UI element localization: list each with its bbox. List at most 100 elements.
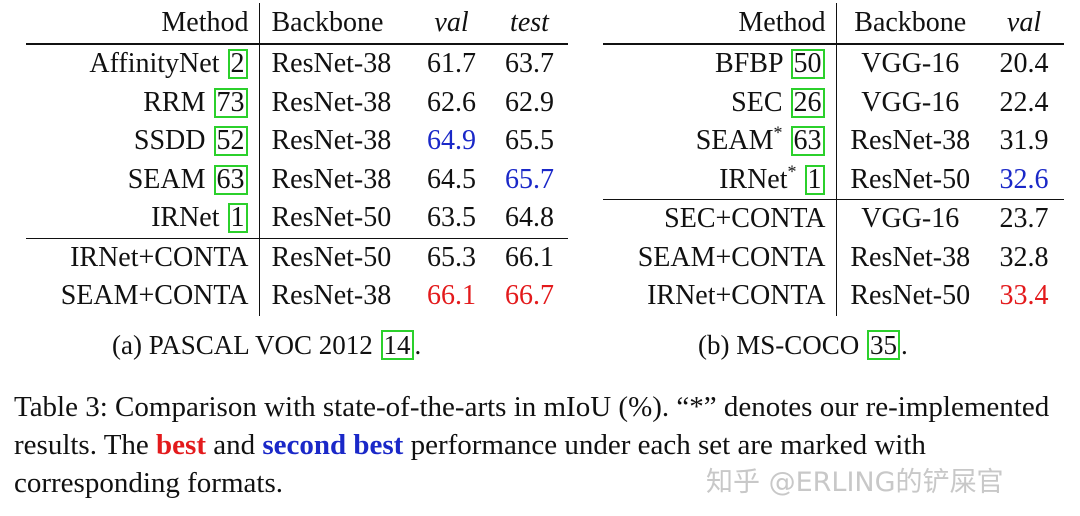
header-backbone: Backbone <box>258 3 412 45</box>
val-cell: 64.9 <box>427 125 476 157</box>
header-method: Method <box>26 3 259 45</box>
subcaption-b-text: (b) MS-COCO <box>698 330 867 360</box>
method-cell: SEAM* 63 <box>603 122 836 161</box>
table-row: SSDD 52 ResNet-38 64.9 65.5 <box>26 122 568 161</box>
method-cell: RRM 73 <box>26 84 259 123</box>
backbone-cell: ResNet-50 <box>258 199 412 238</box>
backbone-cell: ResNet-38 <box>258 160 412 199</box>
header-val: val <box>984 3 1064 45</box>
method-name: IRNet+CONTA <box>647 280 826 312</box>
backbone-cell: VGG-16 <box>835 199 984 239</box>
subcaption-b: (b) MS-COCO 35. <box>698 330 908 361</box>
header-backbone: Backbone <box>835 3 984 45</box>
table-ms-coco-body: BFBP 50 VGG-16 20.4 SEC 26 VGG-16 22.4 SEAM* 6… <box>603 44 1064 316</box>
method-cell: IRNet+CONTA <box>26 237 259 277</box>
val-cell: 33.4 <box>999 280 1049 312</box>
citation-link[interactable]: 14 <box>380 330 414 360</box>
subcaption-a-period: . <box>414 330 422 360</box>
table-row: BFBP 50 VGG-16 20.4 <box>603 44 1064 84</box>
val-cell: 63.5 <box>427 202 476 234</box>
test-cell: 66.7 <box>505 280 554 312</box>
method-cell: SEAM+CONTA <box>603 239 836 278</box>
method-name: SEAM <box>127 163 206 195</box>
subcaption-b-period: . <box>901 330 908 360</box>
method-name: IRNet <box>151 202 220 234</box>
citation-link[interactable]: 52 <box>213 126 248 157</box>
method-cell: IRNet* 1 <box>603 161 836 200</box>
backbone-cell: ResNet-50 <box>258 237 412 277</box>
citation-link[interactable]: 1 <box>227 203 248 234</box>
method-cell: IRNet 1 <box>26 199 259 238</box>
method-name: IRNet+CONTA <box>70 241 249 273</box>
val-cell: 65.3 <box>412 237 491 277</box>
test-cell: 64.8 <box>505 202 554 234</box>
backbone-cell: ResNet-38 <box>258 44 412 84</box>
val-cell: 32.8 <box>999 241 1049 273</box>
citation-link[interactable]: 63 <box>790 126 825 157</box>
table-pascal-voc-body: AffinityNet 2 ResNet-38 61.7 63.7 RRM 73 ResN… <box>26 44 568 316</box>
method-cell: SEAM+CONTA <box>26 277 259 316</box>
backbone-cell: VGG-16 <box>835 44 984 84</box>
backbone-cell: ResNet-38 <box>835 122 984 161</box>
table-row: IRNet+CONTA ResNet-50 33.4 <box>603 277 1064 316</box>
citation-link[interactable]: 63 <box>213 164 248 195</box>
val-cell: 64.5 <box>427 163 476 195</box>
watermark: 知乎 @ERLING的铲屎官 <box>706 467 1004 498</box>
citation-link[interactable]: 35 <box>867 330 901 360</box>
method-cell: SSDD 52 <box>26 122 259 161</box>
subcaption-a-text: (a) PASCAL VOC 2012 <box>112 330 380 360</box>
citation-link[interactable]: 73 <box>213 87 248 118</box>
header-val: val <box>412 3 491 45</box>
val-cell: 23.7 <box>984 199 1064 239</box>
backbone-cell: ResNet-38 <box>258 277 412 316</box>
table-row: IRNet* 1 ResNet-50 32.6 <box>603 160 1064 200</box>
backbone-cell: VGG-16 <box>835 83 984 122</box>
table-row: IRNet+CONTA ResNet-50 65.3 66.1 <box>26 237 568 277</box>
table-row: SEAM+CONTA ResNet-38 32.8 <box>603 238 1064 278</box>
citation-link[interactable]: 2 <box>227 49 248 80</box>
reimplemented-marker: * <box>773 122 783 143</box>
test-cell: 65.5 <box>505 125 554 157</box>
table-row: SEC+CONTA VGG-16 23.7 <box>603 199 1064 239</box>
backbone-cell: ResNet-38 <box>258 83 412 122</box>
table-row: SEC 26 VGG-16 22.4 <box>603 83 1064 123</box>
method-name: AffinityNet <box>89 48 220 80</box>
val-cell: 31.9 <box>999 125 1049 157</box>
citation-link[interactable]: 26 <box>790 87 825 118</box>
backbone-cell: ResNet-50 <box>835 160 984 200</box>
val-cell: 66.1 <box>427 280 476 312</box>
val-cell: 62.6 <box>427 86 476 118</box>
backbone-cell: ResNet-38 <box>258 122 412 161</box>
method-name: BFBP <box>715 48 783 80</box>
caption-text-end: performance under each set are marked wi… <box>14 429 926 499</box>
table-row: SEAM 63 ResNet-38 64.5 65.7 <box>26 160 568 199</box>
method-name: SEAM+CONTA <box>60 280 249 312</box>
caption-and: and <box>205 429 263 461</box>
table-row: SEAM+CONTA ResNet-38 66.1 66.7 <box>26 277 568 316</box>
caption-best: best <box>156 429 206 461</box>
table-row: AffinityNet 2 ResNet-38 61.7 63.7 <box>26 44 568 84</box>
method-name: SEAM+CONTA <box>637 241 826 273</box>
citation-link[interactable]: 1 <box>804 164 825 195</box>
method-cell: IRNet+CONTA <box>603 277 836 316</box>
subcaption-a: (a) PASCAL VOC 2012 14. <box>112 330 421 361</box>
test-cell: 66.1 <box>491 237 568 277</box>
citation-link[interactable]: 50 <box>790 49 825 80</box>
backbone-cell: ResNet-38 <box>835 238 984 277</box>
val-cell: 32.6 <box>999 163 1049 195</box>
table-row: SEAM* 63 ResNet-38 31.9 <box>603 122 1064 161</box>
header-method: Method <box>603 3 836 45</box>
header-test: test <box>491 3 568 45</box>
method-name: SSDD <box>133 125 206 157</box>
test-cell: 63.7 <box>505 48 554 80</box>
method-name: IRNet <box>719 163 788 195</box>
reimplemented-marker: * <box>787 161 797 182</box>
table-row: IRNet 1 ResNet-50 63.5 64.8 <box>26 199 568 238</box>
test-cell: 62.9 <box>505 86 554 118</box>
val-cell: 20.4 <box>999 48 1049 80</box>
val-cell: 61.7 <box>427 48 476 80</box>
table-pascal-voc: Method Backbone val test AffinityNet 2 Re… <box>26 3 568 316</box>
method-cell: AffinityNet 2 <box>26 44 259 84</box>
method-cell: SEC 26 <box>603 84 836 123</box>
caption-second-best: second best <box>262 429 404 461</box>
